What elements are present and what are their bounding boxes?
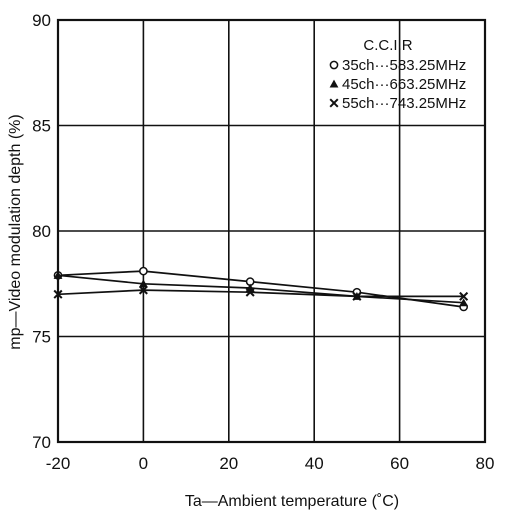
legend-marker-1 (329, 60, 339, 70)
x-tick-label-4: 60 (390, 454, 409, 473)
y-tick-label-0: 70 (32, 433, 51, 452)
series-3-point-5 (459, 291, 469, 301)
legend-title: C.C.I.R (363, 37, 412, 54)
y-tick-label-2: 80 (32, 222, 51, 241)
x-tick-label-0: -20 (46, 454, 71, 473)
series-2-point-1 (53, 270, 63, 279)
series-3-point-1 (53, 289, 63, 299)
grid (58, 20, 485, 442)
series-3-point-4 (352, 291, 362, 301)
x-tick-label-3: 40 (305, 454, 324, 473)
legend-label-2: 45ch···663.25MHz (342, 76, 466, 93)
legend-label-3: 55ch···743.25MHz (342, 95, 466, 112)
series-2-point-5 (459, 298, 469, 307)
series-1-point-2 (139, 266, 148, 276)
series-lines (53, 266, 469, 312)
y-tick-label-3: 85 (32, 117, 51, 136)
x-tick-label-1: 0 (139, 454, 148, 473)
legend-marker-2 (329, 79, 339, 88)
series-3 (53, 285, 469, 301)
series-2 (53, 270, 469, 307)
legend: C.C.I.R 35ch···583.25MHz 45ch···663.25MHz 5… (329, 37, 466, 112)
series-3-line (57, 289, 464, 298)
x-tick-label-2: 20 (219, 454, 238, 473)
legend-label-1: 35ch···583.25MHz (342, 57, 466, 74)
series-2-line (57, 274, 464, 304)
x-tick-label-5: 80 (476, 454, 495, 473)
tick-labels: -20 0 20 40 60 80 70 75 80 85 90 (32, 11, 494, 473)
plot-frame (56, 18, 487, 444)
y-axis-title: mp—Video modulation depth (%) (7, 114, 24, 349)
y-tick-label-4: 90 (32, 11, 51, 30)
y-tick-label-1: 75 (32, 328, 51, 347)
series-3-point-2 (138, 285, 148, 295)
series-3-point-3 (245, 287, 255, 297)
series-2-point-2 (139, 279, 148, 288)
legend-marker-3 (329, 98, 339, 108)
x-axis-title: Ta—Ambient temperature (˚C) (185, 493, 399, 510)
